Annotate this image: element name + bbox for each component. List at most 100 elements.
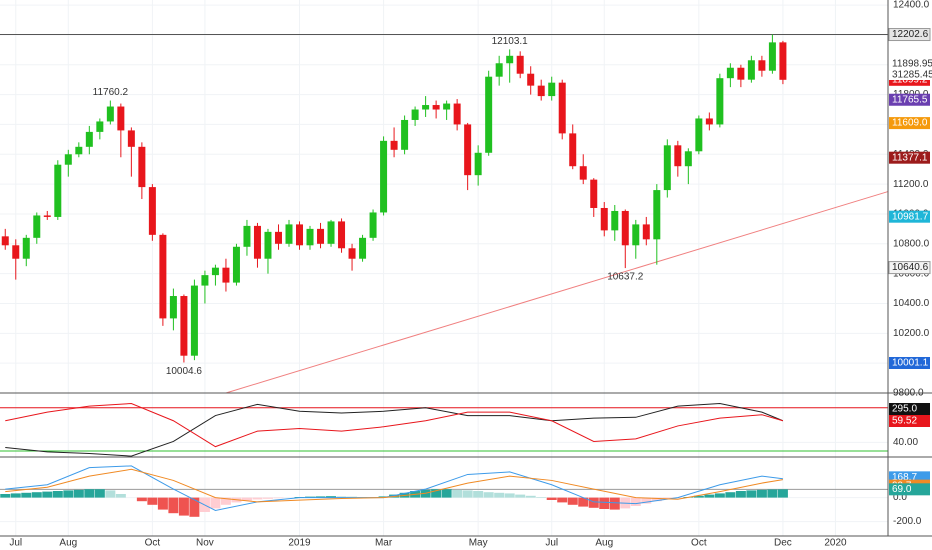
candle-body (695, 118, 703, 152)
note-bg (889, 69, 932, 80)
histogram-bar (21, 492, 32, 498)
price-badge (888, 261, 931, 275)
histogram-bar (441, 489, 452, 498)
candle-body (54, 164, 62, 217)
candle-body (705, 118, 713, 125)
candle-body (506, 55, 514, 64)
candle-body (75, 146, 83, 155)
candle-body (422, 105, 430, 110)
indicator-line (5, 468, 783, 503)
histogram-bar (252, 497, 263, 500)
histogram-bar (452, 489, 463, 498)
histogram-bar (94, 489, 105, 498)
price-badge-label: 59.52 (892, 416, 917, 427)
candle-body (253, 225, 261, 259)
candle-body (527, 73, 535, 86)
histogram-bar (536, 497, 547, 498)
candle-body (558, 82, 566, 134)
histogram-bar (431, 489, 442, 498)
y-tick-label: 10200.0 (893, 328, 930, 339)
histogram-bar (84, 489, 95, 498)
histogram-bar (189, 497, 200, 517)
y-tick-label: 10400.0 (893, 298, 930, 309)
histogram-bar (735, 491, 746, 498)
candle-body (674, 145, 682, 167)
histogram-bar (168, 497, 179, 514)
candle-body (779, 42, 787, 80)
candle-body (348, 248, 356, 259)
candle-body (117, 106, 125, 131)
histogram-bar (462, 490, 473, 498)
candle-body (148, 187, 156, 235)
histogram-bar (546, 497, 557, 500)
histogram-bar (651, 497, 662, 502)
histogram-bar (105, 490, 116, 498)
price-annotation: 10637.2 (607, 272, 644, 283)
y-tick-label: 40.00 (893, 437, 918, 448)
candle-body (653, 190, 661, 240)
candle-body (243, 225, 251, 247)
x-tick-label: Dec (774, 538, 792, 549)
price-badge-label: 11609.0 (892, 118, 928, 129)
candle-body (579, 166, 587, 180)
candle-body (359, 237, 367, 259)
histogram-bar (10, 493, 21, 498)
price-badge-label: 11765.5 (892, 94, 928, 105)
candle-body (642, 224, 650, 240)
x-tick-label: Jul (9, 538, 22, 549)
candle-body (432, 105, 440, 110)
price-badge (889, 117, 930, 130)
candle-body (485, 76, 493, 153)
price-note: 11898.95 (892, 59, 932, 70)
x-tick-label: Oct (145, 538, 161, 549)
price-annotation: 10004.6 (166, 366, 203, 377)
candle-body (380, 140, 388, 213)
y-tick-label: 12400.0 (893, 0, 930, 11)
histogram-bar (326, 496, 337, 498)
candle-body (264, 231, 272, 259)
histogram-bar (567, 497, 578, 505)
candle-body (390, 140, 398, 150)
histogram-bar (262, 497, 273, 499)
candle-body (85, 131, 93, 147)
x-tick-label: Jul (545, 538, 558, 549)
candle-body (159, 234, 167, 319)
histogram-bar (714, 493, 725, 498)
price-annotation: 12103.1 (492, 36, 529, 47)
y-tick-label: 11200.0 (893, 179, 929, 190)
price-badge (889, 93, 930, 106)
histogram-bar (693, 495, 704, 498)
price-badge-label: 69.0 (892, 484, 912, 495)
candle-body (569, 133, 577, 167)
candle-body (443, 103, 451, 110)
y-tick-label: -200.0 (893, 516, 922, 527)
price-badge-label: 10640.6 (892, 262, 929, 273)
price-badge-label: 11377.1 (892, 152, 928, 163)
candle-body (411, 109, 419, 120)
price-badge (889, 403, 930, 415)
candle-body (201, 275, 209, 286)
histogram-bar (42, 491, 53, 498)
histogram-bar (0, 494, 11, 498)
candle-body (169, 296, 177, 319)
price-badge-label: 10981.7 (892, 211, 929, 222)
histogram-bar (241, 497, 252, 501)
indicator-line (5, 402, 784, 457)
candle-body (285, 224, 293, 244)
candle-body (369, 212, 377, 238)
histogram-bar (525, 495, 536, 498)
indicator-line (5, 402, 784, 448)
histogram-bar (641, 497, 652, 504)
price-badge (889, 210, 930, 223)
price-badge (889, 356, 930, 369)
candle-body (222, 267, 230, 283)
x-tick-label: Oct (691, 538, 707, 549)
candle-body (180, 296, 188, 356)
histogram-bar (746, 490, 757, 498)
histogram-bar (336, 496, 347, 498)
price-badge (888, 28, 931, 42)
histogram-bar (515, 494, 526, 498)
candle-body (138, 146, 146, 188)
histogram-bar (178, 497, 189, 516)
